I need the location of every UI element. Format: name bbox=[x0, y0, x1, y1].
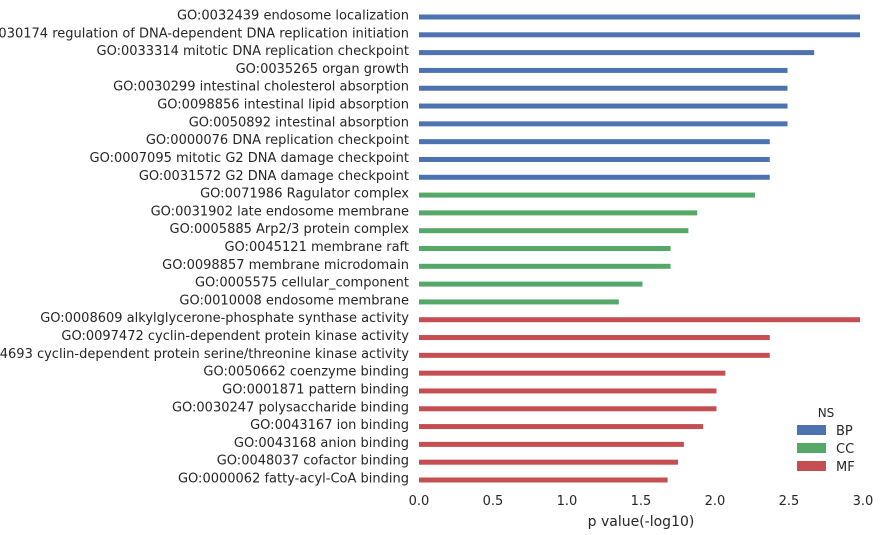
bar-bp bbox=[419, 121, 788, 127]
category-label: GO:0031572 G2 DNA damage checkpoint bbox=[139, 169, 409, 184]
category-label: GO:0050662 coenzyme binding bbox=[203, 365, 409, 380]
bar-mf bbox=[419, 352, 770, 358]
bar-cc bbox=[419, 210, 698, 216]
legend-title: NS bbox=[818, 406, 835, 420]
x-axis-title: p value(-log10) bbox=[588, 514, 695, 530]
bar-mf bbox=[419, 388, 717, 394]
bar-bp bbox=[419, 50, 815, 56]
category-label: GO:0043168 anion binding bbox=[234, 436, 409, 451]
legend-swatch-bp bbox=[797, 425, 826, 435]
bar-cc bbox=[419, 263, 671, 269]
category-label: GO:0071986 Ragulator complex bbox=[200, 187, 409, 202]
bar-cc bbox=[419, 192, 755, 198]
x-tick-label: 0.5 bbox=[483, 494, 504, 509]
legend-swatch-cc bbox=[797, 443, 826, 453]
bar-cc bbox=[419, 281, 643, 287]
bar-mf bbox=[419, 477, 668, 483]
bar-bp bbox=[419, 139, 770, 145]
category-label: GO:0000076 DNA replication checkpoint bbox=[146, 133, 409, 148]
bar-mf bbox=[419, 459, 678, 465]
category-label: GO:0035265 organ growth bbox=[236, 62, 409, 77]
legend-label-cc: CC bbox=[836, 442, 854, 457]
legend-label-mf: MF bbox=[836, 460, 855, 475]
category-label: GO:0045121 membrane raft bbox=[224, 240, 409, 255]
category-label: GO:0030174 regulation of DNA-dependent D… bbox=[0, 26, 409, 41]
x-tick-label: 2.0 bbox=[705, 494, 726, 509]
category-label: GO:0033314 mitotic DNA replication check… bbox=[97, 44, 409, 59]
category-label: GO:0030247 polysaccharide binding bbox=[172, 400, 409, 415]
category-label: GO:0030299 intestinal cholesterol absorp… bbox=[113, 80, 409, 95]
category-label: GO:0097472 cyclin-dependent protein kina… bbox=[61, 329, 409, 344]
bar-bp bbox=[419, 67, 788, 73]
legend-swatch-mf bbox=[797, 461, 826, 471]
category-label: GO:0007095 mitotic G2 DNA damage checkpo… bbox=[90, 151, 409, 166]
bar-mf bbox=[419, 406, 717, 412]
bars-layer bbox=[419, 14, 861, 483]
category-label: GO:0005885 Arp2/3 protein complex bbox=[170, 222, 410, 237]
x-tick-label: 2.5 bbox=[779, 494, 800, 509]
bar-bp bbox=[419, 32, 861, 38]
category-labels: GO:0032439 endosome localization GO:00301… bbox=[0, 9, 409, 487]
legend-label-bp: BP bbox=[836, 424, 853, 439]
category-label: GO:0032439 endosome localization bbox=[177, 9, 409, 24]
x-axis-ticks: 0.0 0.5 1.0 1.5 2.0 2.5 3.0 bbox=[409, 494, 874, 509]
x-tick-label: 3.0 bbox=[853, 494, 874, 509]
bar-cc bbox=[419, 228, 689, 234]
bar-mf bbox=[419, 370, 726, 376]
bar-mf bbox=[419, 335, 770, 341]
category-label: GO:0001871 pattern binding bbox=[222, 382, 409, 397]
bar-mf bbox=[419, 424, 704, 430]
category-label: GO:0000062 fatty-acyl-CoA binding bbox=[178, 472, 409, 487]
bar-mf bbox=[419, 317, 861, 323]
category-label: GO:0008609 alkylglycerone-phosphate synt… bbox=[40, 311, 409, 326]
category-label: GO:0043167 ion binding bbox=[250, 418, 409, 433]
category-label: GO:0010008 endosome membrane bbox=[179, 293, 409, 308]
x-tick-label: 1.5 bbox=[631, 494, 652, 509]
bar-cc bbox=[419, 246, 671, 251]
bar-bp bbox=[419, 85, 788, 91]
category-label: GO:0098856 intestinal lipid absorption bbox=[157, 98, 409, 113]
category-label: GO:0098857 membrane microdomain bbox=[162, 258, 409, 273]
category-label: GO:0048037 cofactor binding bbox=[217, 454, 409, 469]
bar-mf bbox=[419, 441, 684, 447]
bar-bp bbox=[419, 103, 788, 109]
category-label: GO:0050892 intestinal absorption bbox=[189, 115, 409, 130]
x-tick-label: 1.0 bbox=[557, 494, 578, 509]
category-label: GO:0004693 cyclin-dependent protein seri… bbox=[0, 347, 409, 362]
category-label: GO:0005575 cellular_component bbox=[195, 276, 409, 291]
legend: NS BP CC MF bbox=[797, 406, 855, 475]
x-tick-label: 0.0 bbox=[409, 494, 430, 509]
bar-bp bbox=[419, 14, 861, 20]
bar-bp bbox=[419, 174, 770, 180]
bar-cc bbox=[419, 299, 619, 305]
category-label: GO:0031902 late endosome membrane bbox=[151, 204, 409, 219]
bar-bp bbox=[419, 156, 770, 162]
